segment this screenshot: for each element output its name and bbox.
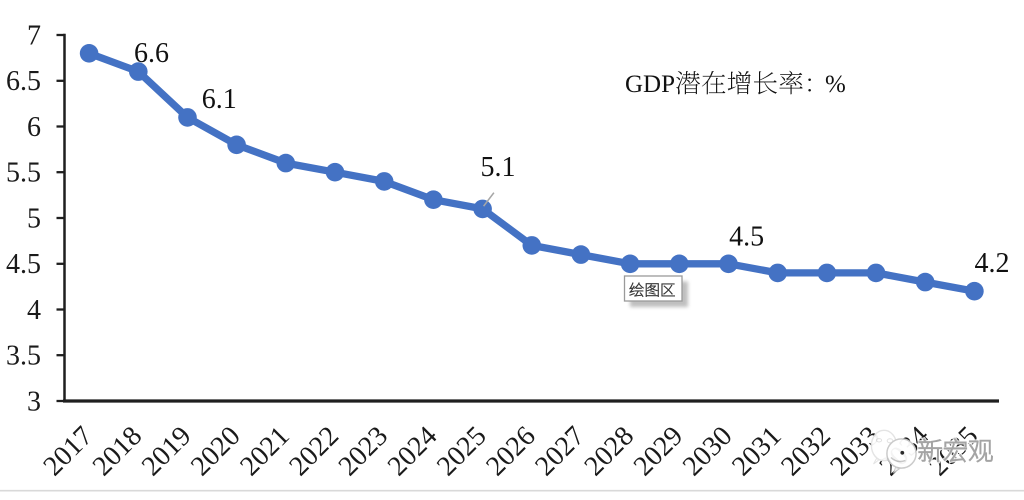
svg-text:4.5: 4.5 bbox=[6, 249, 41, 280]
svg-text:GDP: GDP bbox=[625, 71, 675, 98]
svg-text:4.2: 4.2 bbox=[975, 248, 1010, 279]
svg-text:3: 3 bbox=[27, 386, 41, 417]
svg-text:6.6: 6.6 bbox=[134, 38, 169, 69]
svg-text:6.1: 6.1 bbox=[202, 84, 237, 115]
svg-text:4: 4 bbox=[27, 295, 41, 326]
svg-text:4.5: 4.5 bbox=[729, 222, 764, 253]
svg-text:5.5: 5.5 bbox=[6, 158, 41, 189]
svg-text:6: 6 bbox=[27, 112, 41, 143]
svg-text:7: 7 bbox=[27, 20, 41, 51]
svg-text:5: 5 bbox=[27, 203, 41, 234]
svg-text:5.1: 5.1 bbox=[481, 152, 516, 183]
svg-text:%: % bbox=[825, 71, 846, 98]
svg-text:6.5: 6.5 bbox=[6, 66, 41, 97]
svg-text:3.5: 3.5 bbox=[6, 341, 41, 372]
